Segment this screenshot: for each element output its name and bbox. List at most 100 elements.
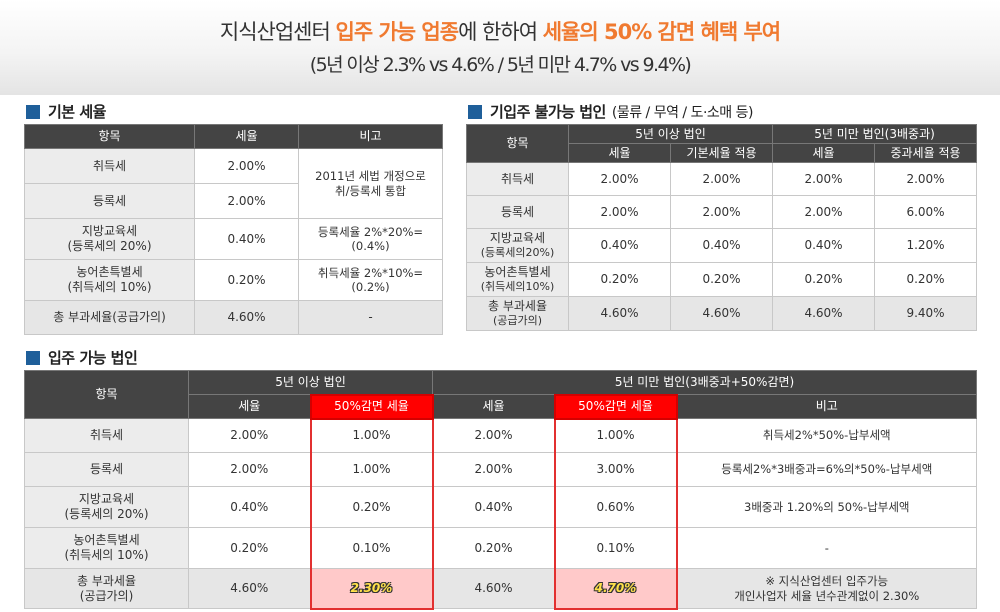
value-cell: 2.00% [568,195,671,229]
title-highlight-2: 세율의 50% 감면 혜택 부여 [542,20,781,44]
value-cell: 2.00% [568,162,671,196]
row-label-line-1: 농어촌특별세 [73,533,140,547]
page-subtitle: (5년 이상 2.3% vs 4.6% / 5년 미만 4.7% vs 9.4%… [309,54,692,76]
row-label-line-2: (공급가의) [492,314,543,328]
table-row: 지방교육세 (등록세의 20%) 0.40% 등록세율 2%*20%=(0.4%… [24,218,443,260]
total-row: 총 부과세율 (공급가의) 4.60% 4.60% 4.60% 9.40% [466,296,977,331]
value-cell: 2.00% [874,162,977,196]
value-cell: 0.20% [432,527,555,569]
value-cell: 4.60% [670,296,773,331]
col-header-rate: 세율 [194,124,299,149]
row-label-line-1: 지방교육세 [489,231,546,246]
basic-rate-table: 항목 세율 비고 취득세 2.00% 2011년 세법 개정으로 취/등록세 통… [24,124,443,335]
col-header-rate-2: 세율 [432,394,555,419]
value-cell: 2.00% [188,452,311,487]
row-label-line-2: (공급가의) [79,588,134,603]
col-header-over5: 5년 이상 법인 [568,124,773,144]
merged-note-line-1: 2011년 세법 개정으로 [315,169,426,184]
table-row: 등록세 2.00% 1.00% 2.00% 3.00% 등록세2%*3배중과=6… [24,452,978,487]
merged-note-cell: 2011년 세법 개정으로 취/등록세 통합 [298,148,443,219]
note-line-1: ※ 지식산업센터 입주가능 [765,574,889,589]
row-label: 등록세 [24,183,195,219]
reduced-value-cell: 1.00% [309,418,434,453]
note-cell: 3배중과 1.20%의 50%-납부세액 [675,486,978,528]
row-label-line-2: (등록세의20%) [480,246,555,260]
table-row: 취득세 2.00% 1.00% 2.00% 1.00% 취득세2%*50%-납부… [24,418,978,453]
highlighted-total-value: 2.30% [350,580,393,595]
row-label-line-1: 지방교육세 [78,492,135,506]
note-cell: 등록세율 2%*20%=(0.4%) [298,218,443,260]
row-label-line-1: 지방교육세 [81,224,138,238]
row-label: 취득세 [466,162,569,196]
row-label: 등록세 [24,452,189,487]
table-row: 취득세 2.00% 2.00% 2.00% 2.00% [466,162,977,196]
table-header-row: 항목 5년 이상 법인 5년 미만 법인(3배중과+50%감면) [24,370,978,419]
title-highlight-1: 입주 가능 업종 [335,20,460,44]
unavailable-table: 항목 5년 이상 법인 5년 미만 법인(3배중과) 세율 기본세율 적용 세율… [466,124,977,331]
reduced-value-cell: 1.00% [553,418,678,453]
reduced-value-cell: 4.70% [553,568,678,610]
value-cell: 4.60% [772,296,875,331]
unavailable-title-text: 기입주 불가능 법인 [490,103,606,121]
col-header-note: 비고 [675,394,978,419]
row-label: 총 부과세율(공급가의) [24,300,195,335]
bullet-square-icon [26,350,40,365]
value-cell: 2.00% [670,195,773,229]
table-row: 등록세 2.00% [24,183,443,219]
row-label-line-2: (등록세의 20%) [64,507,149,521]
value-cell: 2.00% [188,418,311,453]
rate-cell: 4.60% [194,300,299,335]
row-label: 지방교육세 (등록세의20%) [466,228,569,263]
reduced-value-cell: 0.20% [309,486,434,528]
reduced-value-cell: 0.10% [553,527,678,569]
value-cell: 2.00% [772,162,875,196]
reduced-value-cell: 3.00% [553,452,678,487]
row-label: 지방교육세 (등록세의 20%) [24,486,189,528]
table-header-row: 항목 5년 이상 법인 5년 미만 법인(3배중과) [466,124,977,163]
note-line-2: 개인사업자 세율 년수관계없이 2.30% [734,588,920,603]
table-row: 지방교육세 (등록세의 20%) 0.40% 0.20% 0.40% 0.60%… [24,486,978,528]
col-header-base-applied: 기본세율 적용 [670,143,773,163]
col-header-rate: 세율 [568,143,671,163]
row-label: 총 부과세율 (공급가의) [466,296,569,331]
header-banner: 지식산업센터 입주 가능 업종에 한하여 세율의 50% 감면 혜택 부여 (5… [0,0,1000,95]
rate-cell: 2.00% [194,148,299,184]
basic-rate-section-title: 기본 세율 [26,101,106,122]
col-header-over5: 5년 이상 법인 [188,370,433,395]
col-header-item: 항목 [24,370,189,419]
table-row: 농어촌특별세 (취득세의 10%) 0.20% 취득세율 2%*10%=(0.2… [24,259,443,301]
value-cell: 0.20% [188,527,311,569]
row-label: 등록세 [466,195,569,229]
value-cell: 2.00% [772,195,875,229]
row-label: 취득세 [24,418,189,453]
row-label: 농어촌특별세 (취득세의10%) [466,262,569,297]
note-cell: 등록세2%*3배중과=6%의*50%-납부세액 [675,452,978,487]
table-row: 등록세 2.00% 2.00% 2.00% 6.00% [466,195,977,229]
title-prefix: 지식산업센터 [219,20,336,44]
row-label-line-1: 농어촌특별세 [484,265,551,280]
value-cell: 9.40% [874,296,977,331]
col-header-surcharge-applied: 중과세율 적용 [874,143,977,163]
value-cell: 2.00% [670,162,773,196]
table-row: 취득세 2.00% 2011년 세법 개정으로 취/등록세 통합 [24,148,443,219]
unavailable-title-sub: (물류 / 무역 / 도·소매 등) [611,104,754,121]
merged-note-line-2: 취/등록세 통합 [334,183,406,198]
col-header-reduced-rate-2: 50%감면 세율 [553,393,678,420]
available-title-text: 입주 가능 법인 [48,349,138,367]
total-row: 총 부과세율(공급가의) 4.60% - [24,300,443,335]
value-cell: 0.20% [568,262,671,297]
value-cell: 4.60% [188,568,311,609]
value-cell: 1.20% [874,228,977,263]
row-label: 지방교육세 (등록세의 20%) [24,218,195,260]
col-header-under5: 5년 미만 법인(3배중과) [772,124,977,144]
row-label-line-2: (취득세의 10%) [67,280,152,294]
basic-rate-title-text: 기본 세율 [48,103,106,121]
row-label: 취득세 [24,148,195,184]
reduced-value-cell: 2.30% [309,568,434,610]
value-cell: 0.40% [670,228,773,263]
value-cell: 0.20% [772,262,875,297]
title-middle: 에 한하여 [458,20,543,44]
col-header-item: 항목 [466,124,569,163]
col-header-item: 항목 [24,124,195,149]
table-subheader-row: 세율 50%감면 세율 세율 50%감면 세율 비고 [25,393,978,420]
